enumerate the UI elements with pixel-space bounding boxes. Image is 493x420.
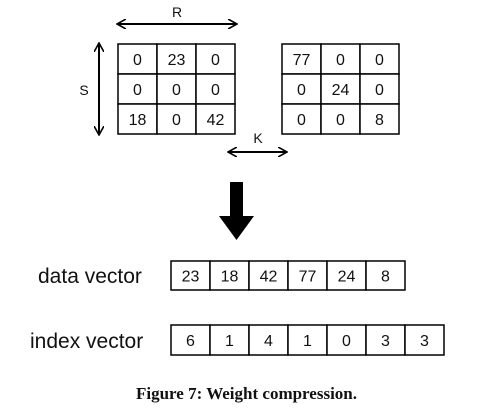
matrix-2-cell: 0 (281, 73, 322, 105)
compression-down-arrow (219, 182, 254, 240)
matrix-2-cell: 0 (359, 73, 400, 105)
matrix-1-cell-value: 0 (172, 112, 181, 129)
matrix-1-cell: 0 (156, 103, 197, 135)
index-vector-cell-value: 3 (420, 333, 429, 350)
data-vector-cell-value: 23 (182, 269, 200, 286)
matrix-2-cell: 0 (281, 103, 322, 135)
matrix-1-cell-value: 0 (133, 82, 142, 99)
matrix-2-cell-value: 77 (293, 52, 311, 69)
index-vector-cell: 1 (209, 324, 250, 356)
index-vector-cell: 0 (326, 324, 367, 356)
matrix-2-cell-value: 0 (297, 82, 306, 99)
matrix-2-cell: 77 (281, 43, 322, 75)
matrix-1-cell-value: 23 (168, 52, 186, 69)
index-vector-cell-value: 0 (342, 333, 351, 350)
matrix-1-cell-value: 0 (172, 82, 181, 99)
matrix-2-cell: 0 (320, 103, 361, 135)
data-vector-cell-value: 42 (260, 269, 278, 286)
matrix-1-cell-value: 0 (133, 52, 142, 69)
index-vector-cell-value: 1 (225, 333, 234, 350)
matrix-1-cell: 0 (117, 73, 158, 105)
index-vector-cell: 6 (170, 324, 211, 356)
index-vector-label: index vector (30, 330, 143, 353)
matrix-1-cell: 0 (195, 73, 236, 105)
data-vector-cell: 23 (170, 260, 211, 291)
data-vector-cell: 42 (248, 260, 289, 291)
data-vector-cell-value: 24 (338, 269, 356, 286)
matrix-2-cell-value: 0 (375, 52, 384, 69)
figure-caption: Figure 7: Weight compression. (136, 384, 357, 403)
matrix-2-cell: 24 (320, 73, 361, 105)
weight-matrix-1: 0 23 0 0 0 0 18 0 42 (117, 43, 236, 135)
data-vector-cell: 77 (287, 260, 328, 291)
index-vector-cell: 4 (248, 324, 289, 356)
s-label: S (79, 82, 88, 98)
index-vector-cell-value: 3 (381, 333, 390, 350)
weight-matrix-2: 77 0 0 0 24 0 0 0 8 (281, 43, 400, 135)
matrix-2-cell-value: 0 (297, 112, 306, 129)
index-vector-cell: 3 (404, 324, 445, 356)
matrix-1-cell-value: 18 (129, 112, 147, 129)
data-vector-cell: 8 (365, 260, 406, 291)
matrix-2-cell-value: 0 (375, 82, 384, 99)
index-vector-cell: 3 (365, 324, 406, 356)
r-label: R (172, 4, 182, 20)
matrix-2-cell-value: 8 (375, 112, 384, 129)
index-vector: 6 1 4 1 0 3 3 (170, 324, 445, 356)
data-vector-label: data vector (38, 265, 142, 288)
data-vector-cell-value: 77 (299, 269, 317, 286)
matrix-2-cell-value: 24 (332, 82, 350, 99)
matrix-1-cell-value: 0 (211, 52, 220, 69)
data-vector-cell-value: 18 (221, 269, 239, 286)
index-vector-cell-value: 1 (303, 333, 312, 350)
matrix-1-cell: 23 (156, 43, 197, 75)
k-label: K (253, 130, 263, 146)
index-vector-cell-value: 6 (186, 333, 195, 350)
weight-matrices: 0 23 0 0 0 0 18 0 42 77 0 0 0 24 0 0 0 8 (117, 43, 400, 135)
matrix-2-cell: 0 (359, 43, 400, 75)
matrix-2-cell: 8 (359, 103, 400, 135)
data-vector-cell-value: 8 (381, 269, 390, 286)
matrix-2-cell: 0 (320, 43, 361, 75)
matrix-1-cell: 0 (195, 43, 236, 75)
matrix-2-cell-value: 0 (336, 52, 345, 69)
index-vector-cell-value: 4 (264, 333, 273, 350)
matrix-1-cell: 18 (117, 103, 158, 135)
matrix-2-cell-value: 0 (336, 112, 345, 129)
matrix-1-cell: 0 (156, 73, 197, 105)
matrix-1-cell: 42 (195, 103, 236, 135)
data-vector-cell: 18 (209, 260, 250, 291)
matrix-1-cell-value: 42 (207, 112, 225, 129)
matrix-1-cell-value: 0 (211, 82, 220, 99)
matrix-1-cell: 0 (117, 43, 158, 75)
index-vector-cell: 1 (287, 324, 328, 356)
data-vector: 23 18 42 77 24 8 (170, 260, 406, 291)
data-vector-cell: 24 (326, 260, 367, 291)
